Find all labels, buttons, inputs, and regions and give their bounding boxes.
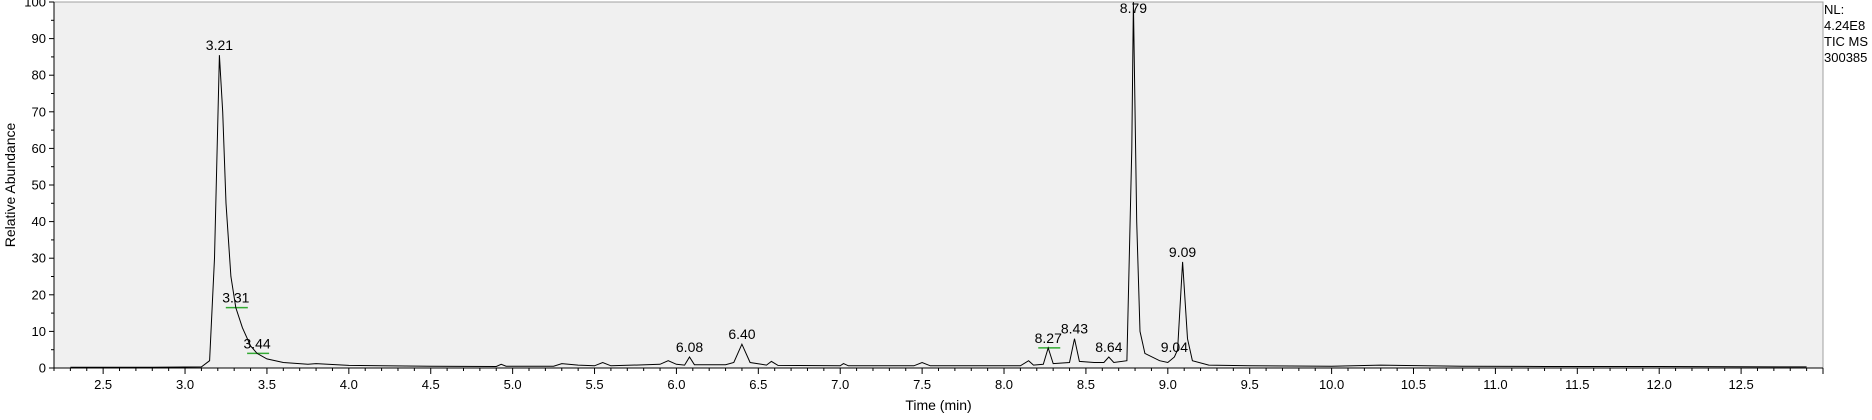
y-tick-label: 40 — [32, 214, 46, 229]
peak-label: 3.21 — [206, 37, 233, 53]
x-tick-label: 10.0 — [1319, 377, 1344, 392]
x-tick-label: 5.5 — [585, 377, 603, 392]
y-axis-title: Relative Abundance — [2, 123, 18, 248]
x-tick-label: 12.5 — [1728, 377, 1753, 392]
x-tick-label: 4.5 — [422, 377, 440, 392]
scan-filter: TIC MS — [1824, 34, 1869, 49]
peak-label: 8.43 — [1061, 321, 1088, 337]
peak-label: 6.08 — [676, 339, 703, 355]
x-tick-label: 8.5 — [1077, 377, 1095, 392]
x-tick-label: 9.5 — [1241, 377, 1259, 392]
peak-label: 3.31 — [222, 290, 249, 306]
x-tick-label: 11.5 — [1565, 377, 1589, 392]
x-tick-label: 11.0 — [1483, 377, 1507, 392]
peak-label: 9.09 — [1169, 244, 1196, 260]
y-tick-label: 0 — [39, 361, 46, 376]
y-tick-label: 100 — [24, 0, 46, 10]
x-tick-label: 7.0 — [831, 377, 849, 392]
peak-label: 3.44 — [243, 335, 270, 351]
normalization-label: NL: — [1824, 2, 1845, 17]
x-tick-label: 7.5 — [913, 377, 931, 392]
y-tick-label: 60 — [32, 141, 46, 156]
sample-id: 300385 — [1824, 50, 1868, 65]
x-tick-label: 6.5 — [749, 377, 767, 392]
x-tick-label: 4.0 — [340, 377, 358, 392]
x-axis-title: Time (min) — [905, 397, 971, 413]
y-tick-label: 10 — [32, 324, 46, 339]
x-tick-label: 12.0 — [1647, 377, 1672, 392]
y-tick-label: 50 — [32, 178, 46, 193]
peak-label: 8.64 — [1095, 339, 1122, 355]
x-tick-label: 5.0 — [504, 377, 522, 392]
x-tick-label: 3.0 — [176, 377, 194, 392]
plot-area — [53, 1, 1824, 369]
x-tick-label: 9.0 — [1159, 377, 1177, 392]
x-tick-label: 8.0 — [995, 377, 1013, 392]
x-tick-label: 6.0 — [667, 377, 685, 392]
peak-label: 9.04 — [1161, 339, 1188, 355]
y-tick-label: 80 — [32, 68, 46, 83]
y-tick-label: 90 — [32, 31, 46, 46]
x-tick-label: 3.5 — [258, 377, 276, 392]
y-tick-label: 70 — [32, 104, 46, 119]
x-tick-label: 2.5 — [94, 377, 112, 392]
peak-label: 8.27 — [1035, 330, 1062, 346]
tic-trace — [70, 1, 1807, 368]
x-tick-label: 10.5 — [1401, 377, 1426, 392]
normalization-value: 4.24E8 — [1824, 18, 1866, 33]
y-tick-label: 20 — [32, 287, 46, 302]
peak-label: 6.40 — [728, 326, 755, 342]
y-tick-label: 30 — [32, 251, 46, 266]
